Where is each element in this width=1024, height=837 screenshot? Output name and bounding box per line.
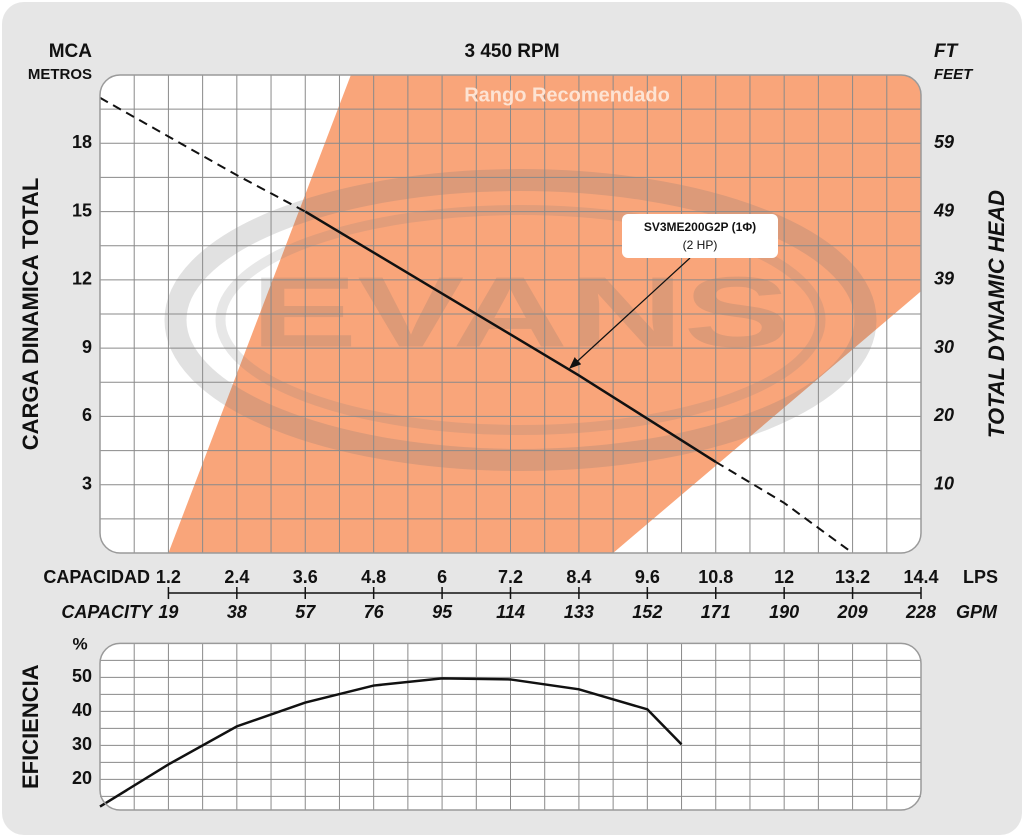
y-axis-title: CARGA DINAMICA TOTAL xyxy=(18,178,43,451)
x-tick-label: 10.8 xyxy=(698,567,733,587)
x2-tick-label: 76 xyxy=(364,602,385,622)
x-tick-label: 8.4 xyxy=(566,567,591,587)
annotation-box xyxy=(622,214,778,258)
y2-tick-label: 59 xyxy=(934,132,954,152)
curve xyxy=(304,210,717,464)
x2-tick-label: 95 xyxy=(432,602,453,622)
y2-axis-title: TOTAL DYNAMIC HEAD xyxy=(984,190,1009,438)
watermark-ring xyxy=(215,205,826,435)
y-unit: MCA xyxy=(49,41,93,62)
x-tick-label: 13.2 xyxy=(835,567,870,587)
y-tick-label: 6 xyxy=(82,405,92,425)
x2-caption: CAPACITY xyxy=(61,602,154,622)
x2-unit: GPM xyxy=(956,602,998,622)
y-tick-label: 15 xyxy=(72,200,92,220)
x-tick-label: 4.8 xyxy=(361,567,386,587)
y-tick-label: 40 xyxy=(72,700,92,720)
y2-tick-label: 39 xyxy=(934,269,954,289)
y-tick-label: 30 xyxy=(72,734,92,754)
x-tick-label: 7.2 xyxy=(498,567,523,587)
x-tick-label: 6 xyxy=(437,567,447,587)
x2-tick-label: 171 xyxy=(701,602,731,622)
plot-content xyxy=(100,643,921,810)
x-tick-label: 1.2 xyxy=(156,567,181,587)
y-axis-title: EFICIENCIA xyxy=(18,664,43,789)
x-tick-label: 14.4 xyxy=(903,567,938,587)
y-unit-sub: METROS xyxy=(28,66,92,83)
plot-border xyxy=(99,74,922,554)
y2-tick-label: 49 xyxy=(933,200,954,220)
curve xyxy=(99,677,683,808)
y-tick-label: 20 xyxy=(72,768,92,788)
y2-tick-label: 20 xyxy=(933,405,954,425)
x-tick-label: 3.6 xyxy=(293,567,318,587)
chart-title: 3 450 RPM xyxy=(464,41,559,62)
y2-tick-label: 10 xyxy=(934,473,954,493)
x2-tick-label: 228 xyxy=(905,602,936,622)
y2-unit: FT xyxy=(934,41,959,62)
x2-tick-label: 190 xyxy=(769,602,799,622)
range-label: Rango Recomendado xyxy=(464,84,670,106)
y-tick-label: 3 xyxy=(82,473,92,493)
y2-unit-sub: FEET xyxy=(934,66,974,83)
x2-tick-label: 114 xyxy=(496,602,525,622)
x2-tick-label: 133 xyxy=(564,602,594,622)
watermark: EVANS xyxy=(251,256,791,368)
y2-tick-label: 30 xyxy=(934,337,954,357)
annotation: (2 HP) xyxy=(683,238,718,252)
x2-tick-label: 19 xyxy=(158,602,178,622)
y-tick-label: 12 xyxy=(72,269,92,289)
x2-tick-label: 152 xyxy=(632,602,662,622)
y-tick-label: 9 xyxy=(82,337,92,357)
x-tick-label: 12 xyxy=(774,567,794,587)
x-caption: CAPACIDAD xyxy=(43,567,150,587)
plot-border xyxy=(99,642,922,811)
x-tick-label: 2.4 xyxy=(224,567,249,587)
series-label: SV3ME200G2P (1Φ) xyxy=(644,220,756,234)
x-unit: LPS xyxy=(963,567,998,587)
y-unit: % xyxy=(72,634,87,653)
watermark-ring xyxy=(164,169,877,471)
x-tick-label: 9.6 xyxy=(635,567,660,587)
curve xyxy=(99,96,854,554)
plot-content: EVANS xyxy=(100,75,921,553)
y-tick-label: 18 xyxy=(72,132,92,152)
x2-tick-label: 209 xyxy=(837,602,868,622)
y-tick-label: 50 xyxy=(72,666,92,686)
x2-tick-label: 57 xyxy=(295,602,316,622)
annotation-arrow xyxy=(569,257,691,369)
x2-tick-label: 38 xyxy=(227,602,247,622)
